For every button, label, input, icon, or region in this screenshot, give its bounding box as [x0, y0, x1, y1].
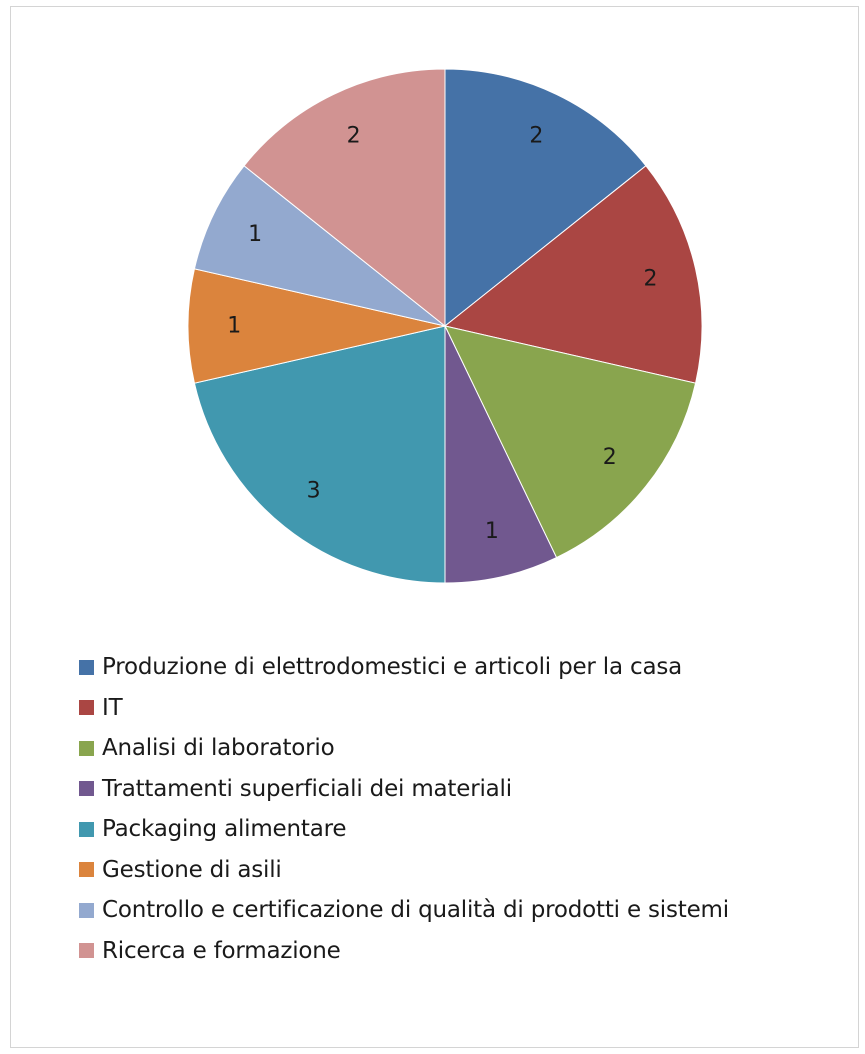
- legend-label: Packaging alimentare: [102, 816, 347, 843]
- legend-swatch: [79, 659, 94, 675]
- chart-area: 2 2 2 1 3 1 1 2 Produzione di elettrodomestici …: [10, 6, 859, 1048]
- slice-data-label: 1: [248, 222, 262, 247]
- legend-item: Ricerca e formazione: [79, 931, 859, 972]
- legend-item: Packaging alimentare: [79, 809, 859, 850]
- slice-data-label: 2: [643, 267, 657, 292]
- legend-swatch: [79, 902, 94, 918]
- pie-slice: [443, 165, 703, 384]
- legend-item: Gestione di asili: [79, 850, 859, 891]
- legend-label: IT: [102, 694, 123, 721]
- legend-swatch: [79, 781, 94, 797]
- slice-data-label: 1: [485, 519, 499, 544]
- slice-data-label: 2: [347, 124, 361, 149]
- legend-swatch: [79, 943, 94, 959]
- pie-slice: [243, 68, 446, 328]
- legend-item: Controllo e certificazione di qualità di…: [79, 890, 859, 931]
- legend-label: Analisi di laboratorio: [102, 735, 335, 762]
- slice-data-label: 3: [307, 478, 321, 503]
- legend-label: Produzione di elettrodomestici e articol…: [102, 654, 683, 681]
- legend-label: Trattamenti superficiali dei materiali: [102, 775, 512, 802]
- legend-label: Ricerca e formazione: [102, 937, 341, 964]
- pie-slice: [444, 325, 697, 559]
- slice-data-label: 1: [227, 314, 241, 339]
- slice-data-label: 2: [529, 124, 543, 149]
- pie-slice: [444, 68, 647, 328]
- legend-label: Controllo e certificazione di qualità di…: [102, 897, 729, 924]
- legend-item: Analisi di laboratorio: [79, 728, 859, 769]
- pie-slice: [193, 165, 446, 327]
- pie-slice: [187, 268, 446, 384]
- legend-swatch: [79, 862, 94, 878]
- pie-slice: [444, 325, 558, 584]
- legend-swatch: [79, 700, 94, 716]
- legend: Produzione di elettrodomestici e articol…: [79, 647, 859, 971]
- pie-chart: 2 2 2 1 3 1 1 2: [187, 68, 703, 584]
- legend-item: Produzione di elettrodomestici e articol…: [79, 647, 859, 688]
- legend-label: Gestione di asili: [102, 856, 282, 883]
- pie-slice: [193, 325, 446, 584]
- legend-item: IT: [79, 688, 859, 729]
- legend-swatch: [79, 740, 94, 756]
- slice-data-label: 2: [603, 445, 617, 470]
- legend-item: Trattamenti superficiali dei materiali: [79, 769, 859, 810]
- legend-swatch: [79, 821, 94, 837]
